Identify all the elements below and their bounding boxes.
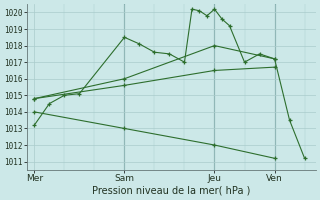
X-axis label: Pression niveau de la mer( hPa ): Pression niveau de la mer( hPa ) <box>92 186 251 196</box>
